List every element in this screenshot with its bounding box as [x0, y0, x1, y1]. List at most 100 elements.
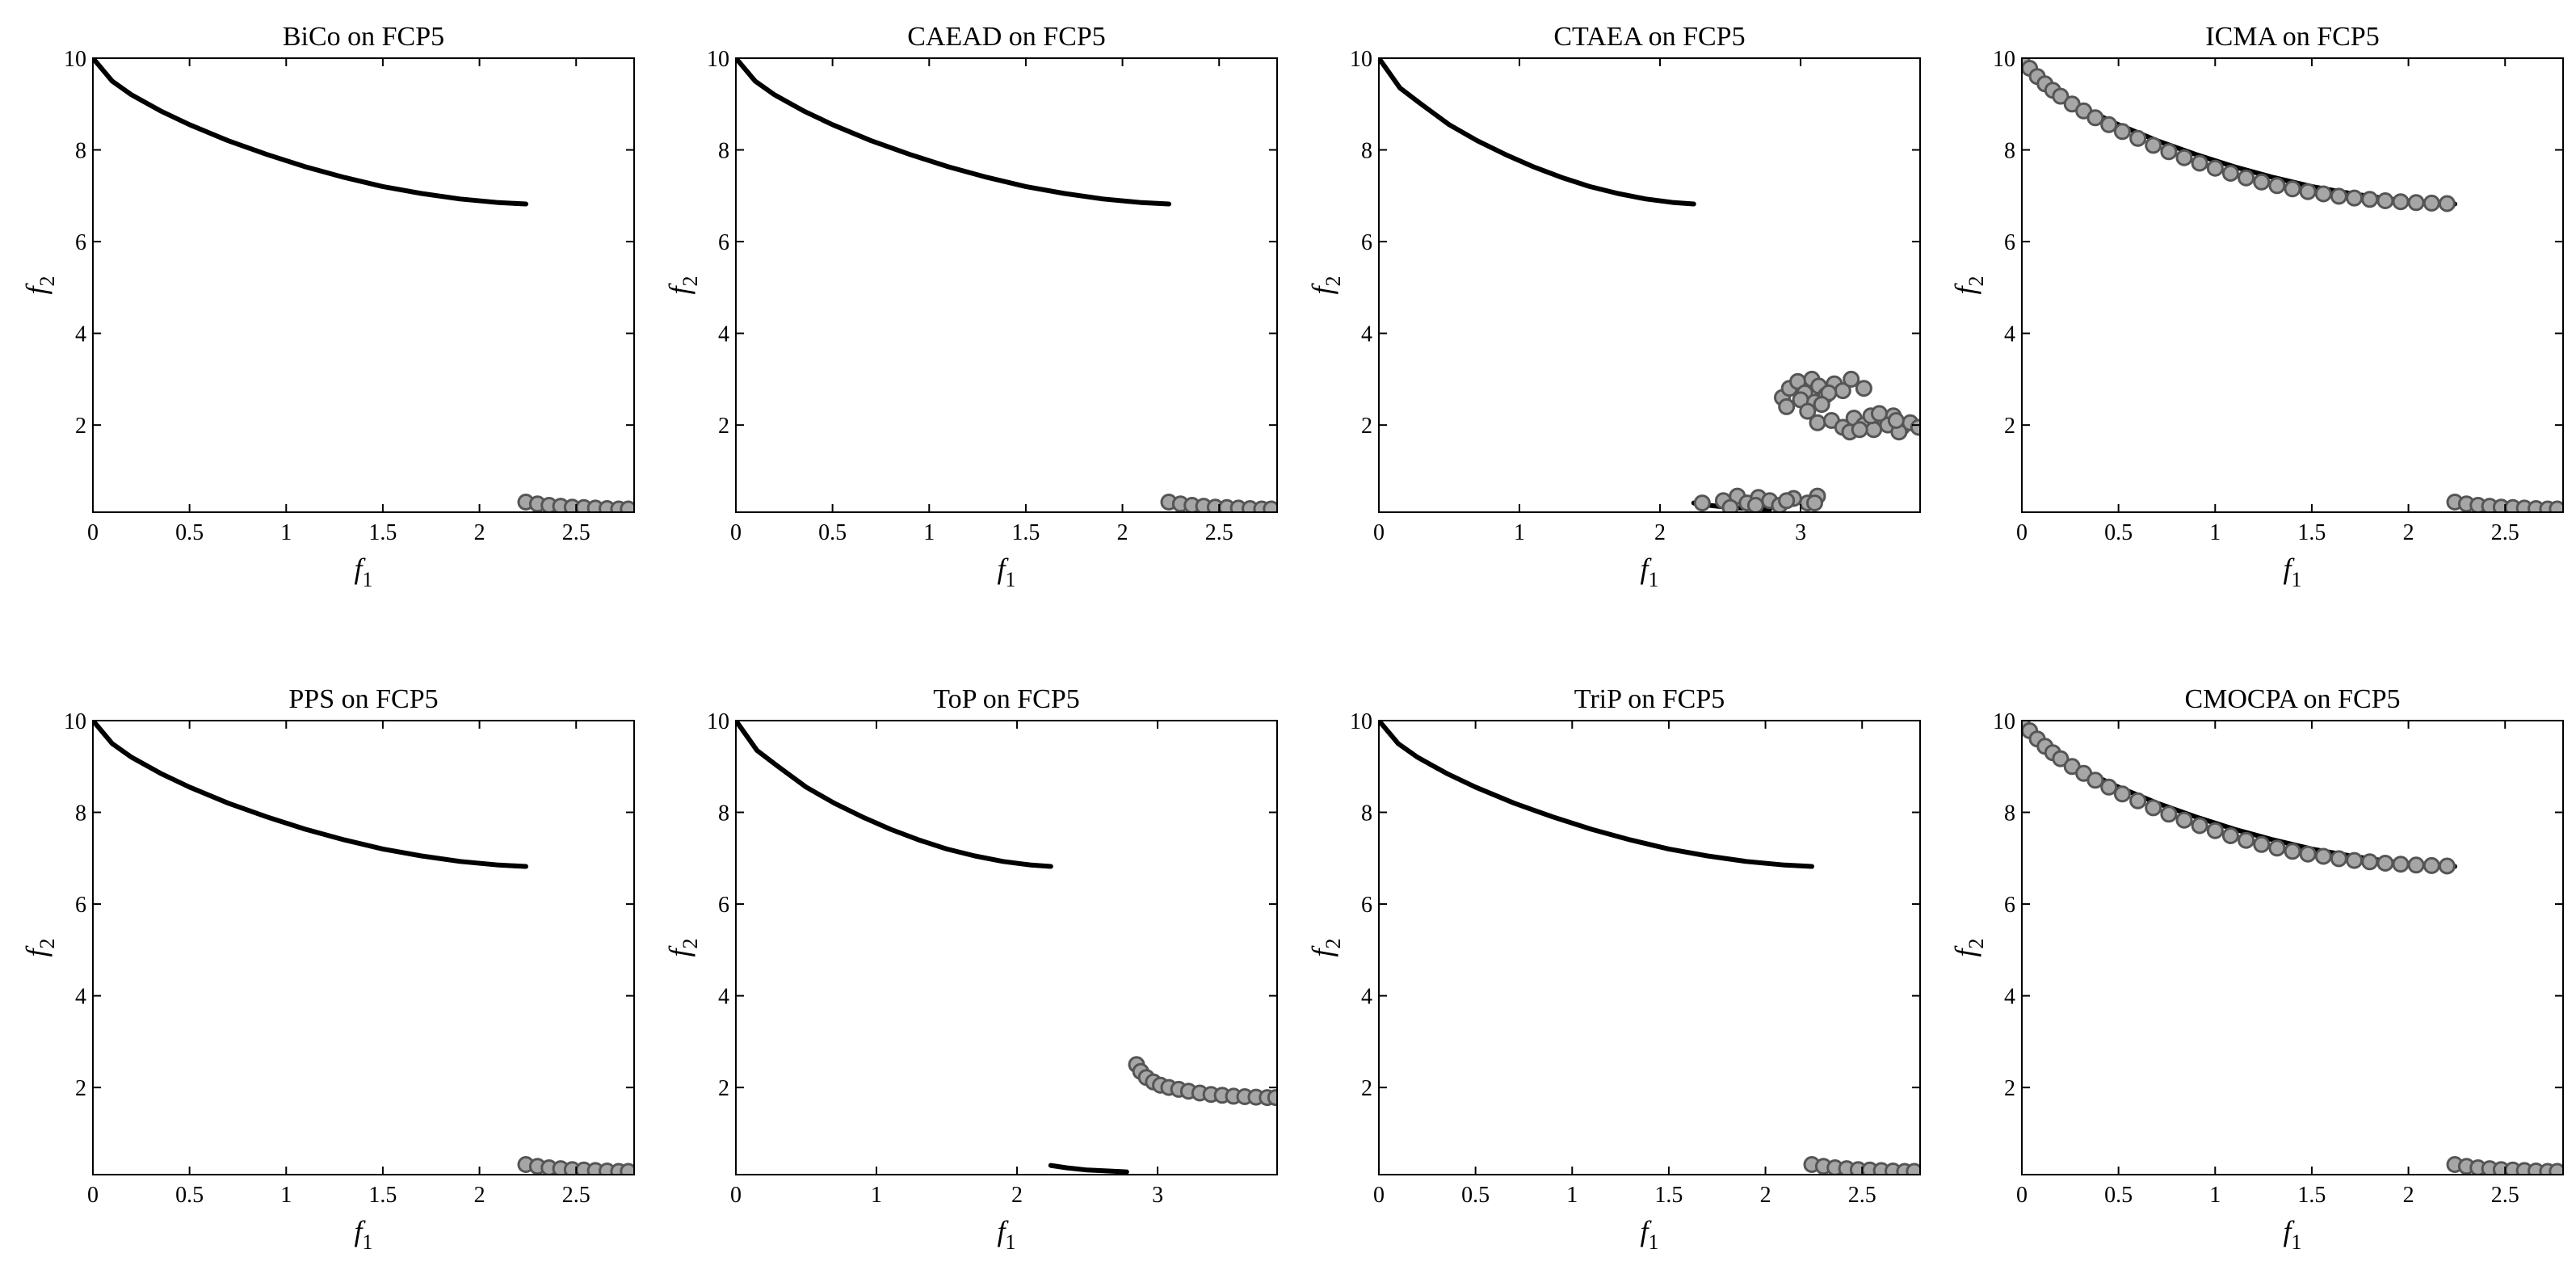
solution-point — [2314, 847, 2332, 865]
solution-point — [620, 500, 634, 512]
pareto-front-segment — [1048, 1163, 1129, 1175]
x-tick-label: 2.5 — [562, 520, 590, 545]
subplot-title: ICMA on FCP5 — [2205, 22, 2379, 52]
solution-point — [2284, 180, 2301, 198]
x-tick-label: 0 — [730, 1183, 742, 1208]
solution-point — [2314, 185, 2332, 203]
y-tick-label: 6 — [718, 893, 729, 918]
x-tick-label: 1.5 — [1654, 1183, 1683, 1208]
solution-point — [2052, 87, 2070, 105]
x-axis-label: f1 — [354, 553, 372, 591]
solution-point — [2299, 845, 2317, 863]
x-tick-label: 0 — [1373, 520, 1385, 545]
subplot-1: BiCo on FCP5 0 0.5 1 1.5 2 2.5 2 4 6 8 10 f1 f2 — [20, 22, 635, 591]
y-tick-label: 4 — [75, 322, 86, 347]
solution-point — [2423, 194, 2440, 212]
y-tick-label: 8 — [718, 801, 729, 826]
solution-point — [2253, 835, 2271, 853]
x-tick-label: 1 — [280, 1183, 292, 1208]
solution-point — [2206, 159, 2224, 177]
solution-point — [2253, 173, 2271, 191]
solution-point — [2423, 856, 2440, 874]
x-tick-label: 1 — [923, 520, 935, 545]
subplot-8: CMOCPA on FCP5 0 0.5 1 1.5 2 2.5 2 4 6 8 10 f1 f2 — [1949, 684, 2564, 1254]
axes-box — [735, 720, 1278, 1175]
solution-point — [1806, 494, 1823, 512]
solution-point — [2438, 195, 2456, 212]
solution-point — [2361, 853, 2379, 871]
x-tick-label: 0 — [87, 1183, 99, 1208]
x-tick-label: 2.5 — [1848, 1183, 1876, 1208]
x-tick-label: 0.5 — [1461, 1183, 1490, 1208]
y-tick-label: 2 — [75, 414, 86, 439]
x-tick-label: 2.5 — [2491, 520, 2519, 545]
x-axis-label: f1 — [1640, 1215, 1658, 1254]
x-tick-label: 1 — [1566, 1183, 1578, 1208]
solution-point — [2268, 839, 2286, 857]
x-axis-label: f1 — [2283, 1215, 2301, 1254]
y-tick-label: 4 — [2004, 985, 2015, 1010]
y-tick-label: 2 — [1361, 414, 1372, 439]
solution-point — [2549, 1163, 2563, 1175]
x-tick-label: 1 — [280, 520, 292, 545]
solution-point — [1263, 500, 1277, 512]
y-tick-label: 6 — [75, 893, 86, 918]
solution-point — [2160, 805, 2178, 823]
y-tick-label: 2 — [2004, 414, 2015, 439]
x-tick-label: 2 — [1760, 1183, 1771, 1208]
solution-point — [2129, 129, 2147, 147]
y-tick-label: 4 — [1361, 985, 1372, 1010]
y-tick-label: 6 — [2004, 230, 2015, 255]
solution-point — [1267, 1089, 1277, 1107]
solution-point — [2113, 123, 2131, 141]
axes-box — [2021, 57, 2564, 513]
y-tick-label: 8 — [75, 139, 86, 164]
x-tick-label: 1 — [871, 1183, 882, 1208]
y-tick-label: 8 — [2004, 801, 2015, 826]
solution-point — [1721, 498, 1739, 512]
solution-point — [2549, 500, 2563, 512]
x-tick-label: 2 — [2403, 1183, 2414, 1208]
pareto-front-segment — [93, 58, 528, 207]
solution-point — [2206, 822, 2224, 839]
solution-point — [2145, 137, 2162, 154]
solution-point — [2129, 792, 2147, 809]
y-tick-label: 10 — [707, 709, 729, 734]
subplot-title: ToP on FCP5 — [933, 684, 1080, 714]
x-tick-label: 0 — [2016, 1183, 2028, 1208]
solution-point — [1851, 421, 1868, 439]
y-axis-label: f2 — [20, 275, 59, 294]
x-tick-label: 0.5 — [175, 1183, 204, 1208]
axes-box — [1378, 57, 1921, 513]
solution-point — [2191, 817, 2208, 835]
plot-area — [736, 58, 1277, 512]
pareto-front-segment — [736, 58, 1171, 207]
subplot-4: ICMA on FCP5 0 0.5 1 1.5 2 2.5 2 4 6 8 10 f1 f2 — [1949, 22, 2564, 591]
solution-point — [2086, 109, 2104, 127]
subplot-title: CMOCPA on FCP5 — [2184, 684, 2400, 714]
axes-box — [92, 720, 635, 1175]
x-tick-label: 1.5 — [368, 520, 397, 545]
subplot-6: ToP on FCP5 0 1 2 3 2 4 6 8 10 f1 f2 — [663, 684, 1278, 1254]
solution-point — [1887, 412, 1905, 429]
solution-point — [2052, 750, 2070, 767]
solution-point — [2438, 857, 2456, 875]
pareto-front-segment — [93, 721, 528, 869]
pareto-front-segment — [2022, 721, 2457, 869]
x-tick-label: 2.5 — [2491, 1183, 2519, 1208]
x-tick-label: 2 — [2403, 520, 2414, 545]
y-tick-label: 6 — [718, 230, 729, 255]
solution-point — [1693, 494, 1711, 512]
y-tick-label: 6 — [75, 230, 86, 255]
x-tick-label: 1.5 — [368, 1183, 397, 1208]
y-tick-label: 8 — [1361, 139, 1372, 164]
y-tick-label: 4 — [718, 985, 729, 1010]
solution-point — [1809, 414, 1826, 431]
pareto-front-segment — [736, 721, 1053, 869]
solution-point — [620, 1163, 634, 1175]
y-axis-label: f2 — [20, 938, 59, 957]
y-axis-label: f2 — [1949, 275, 1988, 294]
x-axis-label: f1 — [1640, 553, 1658, 591]
y-tick-label: 10 — [1993, 47, 2015, 72]
y-tick-label: 6 — [1361, 230, 1372, 255]
